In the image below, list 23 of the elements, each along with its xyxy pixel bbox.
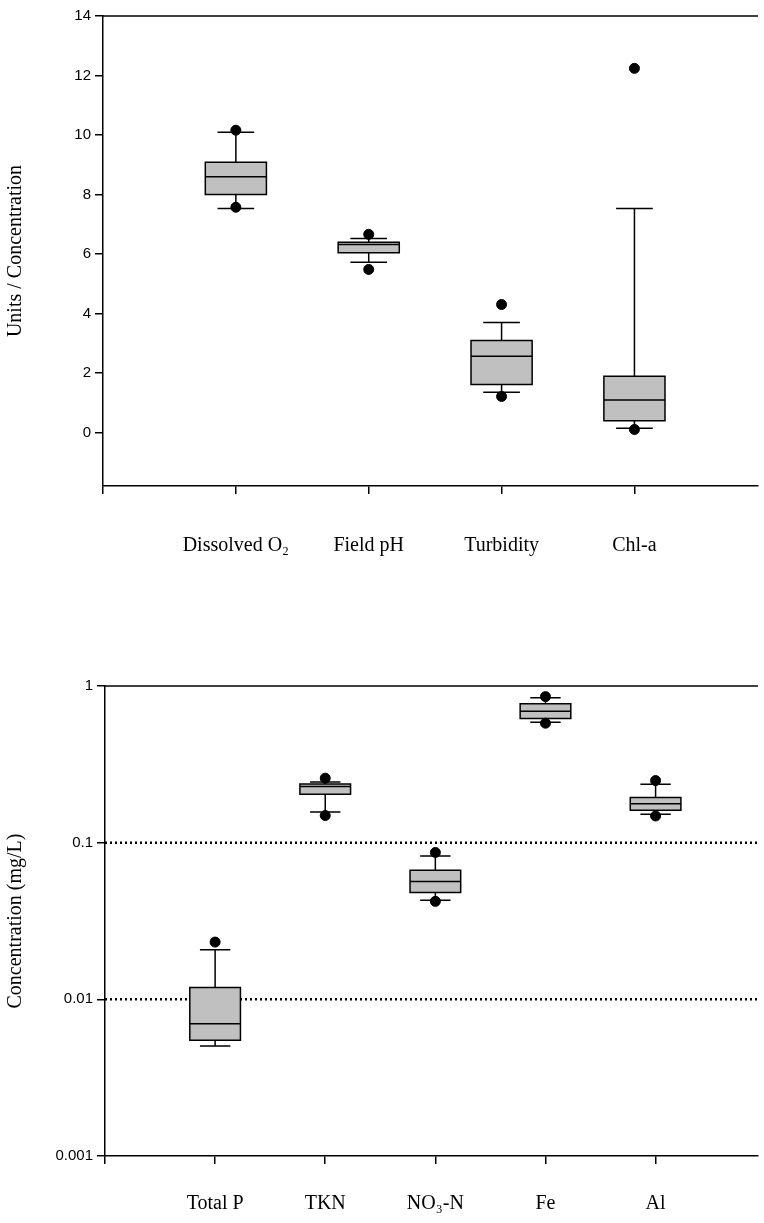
y-tick-label: 0.001: [55, 1146, 93, 1164]
x-tick-label: Field pH: [333, 533, 404, 557]
x-tick-label: Fe: [535, 1191, 556, 1214]
y-tick-label: 0: [82, 422, 91, 440]
y-tick-label: 14: [74, 6, 91, 24]
y-tick-label: 2: [82, 363, 91, 381]
x-tick-label: NO₃-N: [406, 1191, 464, 1214]
y-axis-title: Units / Concentration: [3, 164, 26, 338]
x-tick-label: Total P: [186, 1191, 244, 1214]
y-tick-label: 8: [82, 184, 91, 202]
x-tick-label: TKN: [304, 1191, 346, 1214]
y-tick-label: 6: [82, 244, 91, 262]
y-tick-label: 10: [74, 125, 91, 143]
y-tick-label: 0.1: [72, 832, 93, 850]
y-tick-label: 12: [74, 65, 91, 83]
y-tick-label: 4: [82, 303, 91, 321]
x-tick-label: Chl-a: [612, 533, 657, 556]
x-tick-label: Al: [645, 1191, 667, 1214]
y-tick-label: 0.01: [63, 989, 93, 1007]
x-tick-label: Dissolved O₂: [182, 533, 290, 556]
x-tick-label: Turbidity: [464, 533, 539, 557]
y-axis-title: Concentration (mg/L): [3, 833, 27, 1009]
y-tick-label: 1: [84, 676, 93, 694]
